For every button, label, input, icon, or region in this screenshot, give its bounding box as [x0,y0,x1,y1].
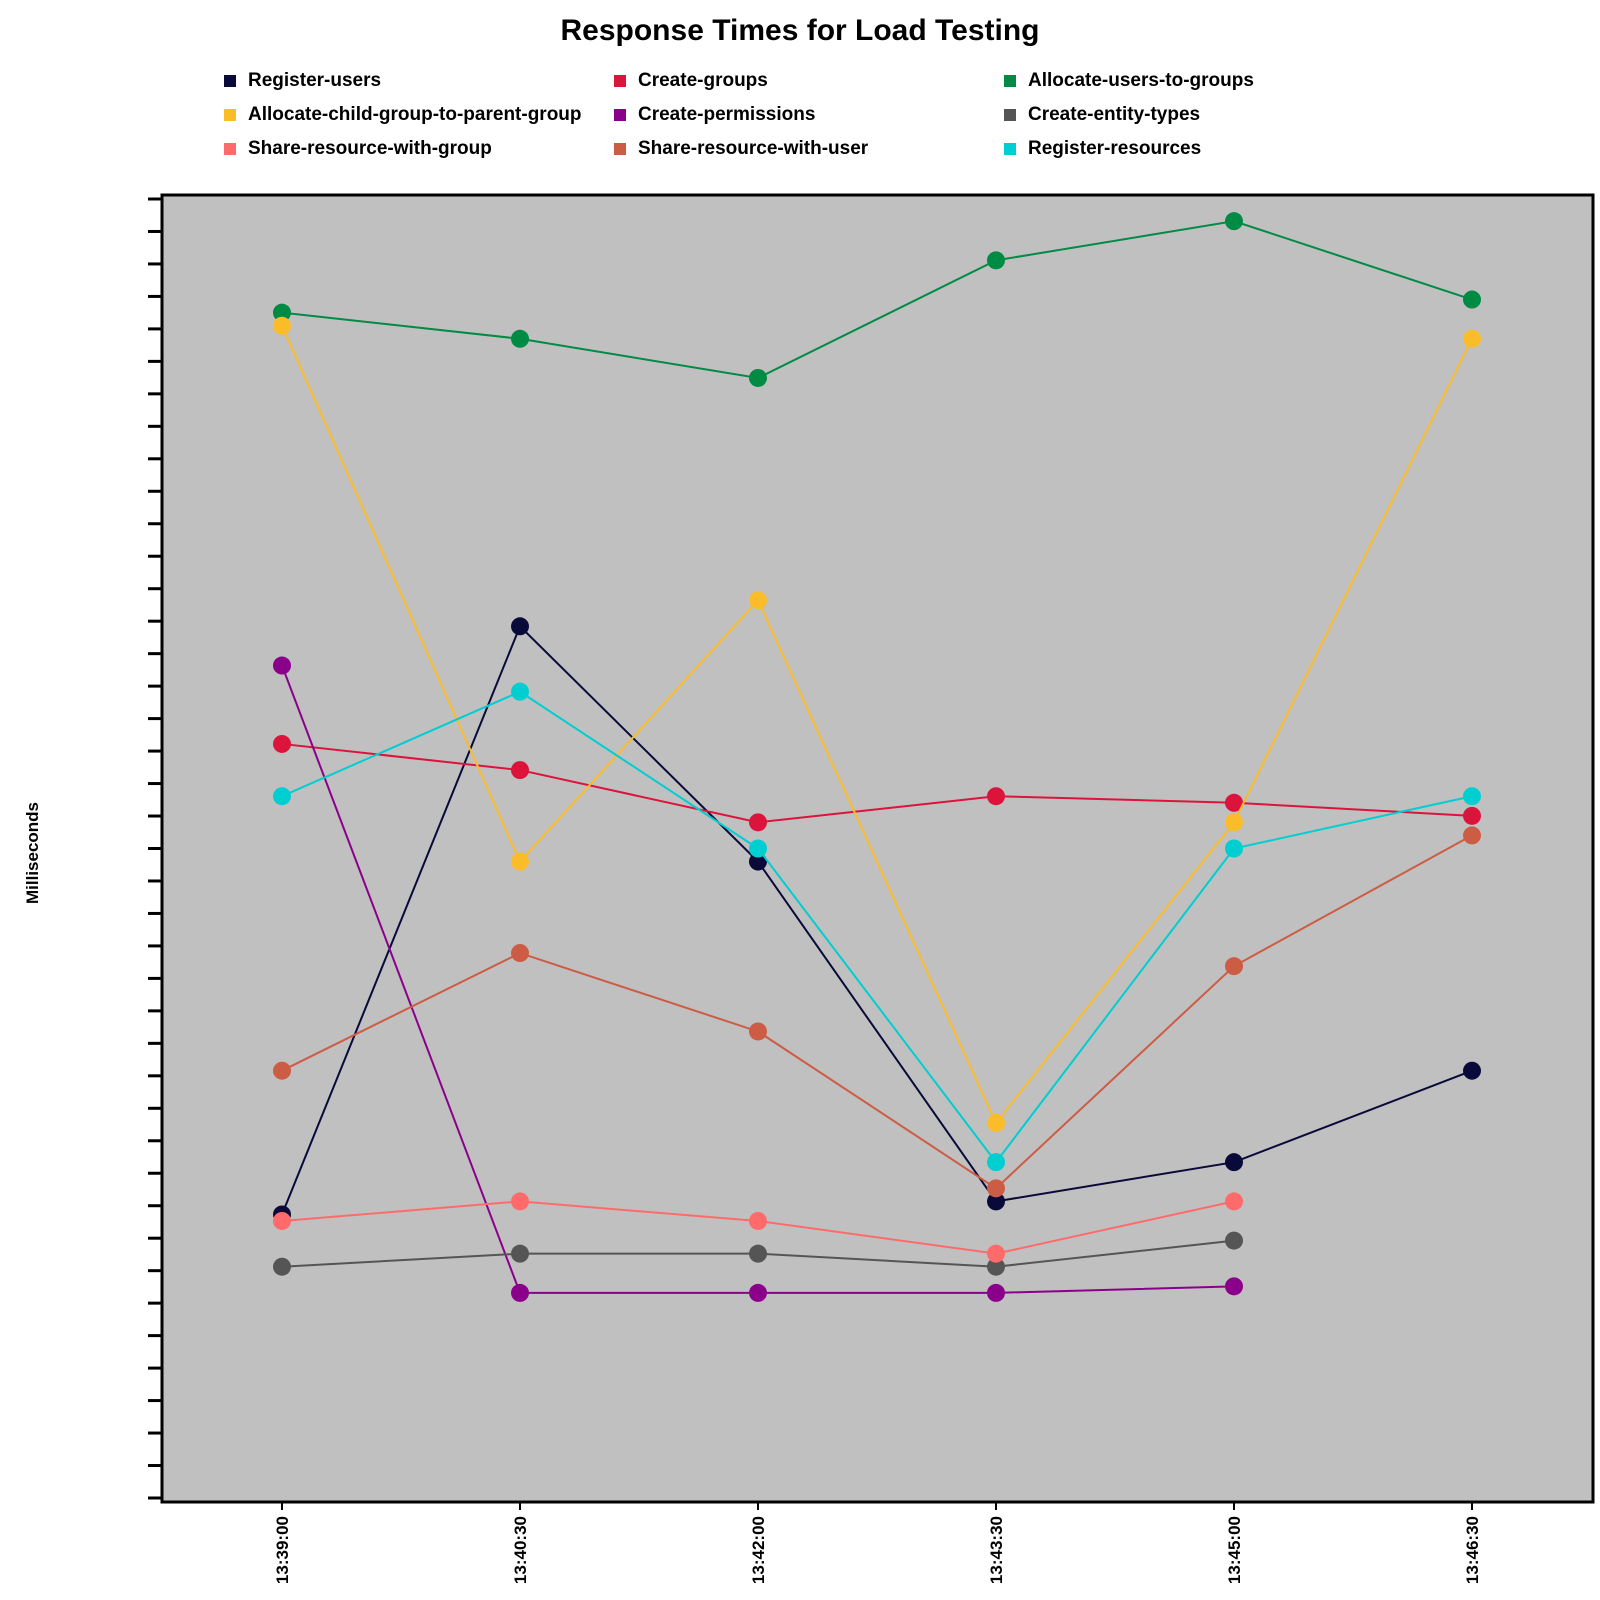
data-point [987,251,1005,270]
legend-swatch [224,109,236,121]
data-point [273,303,291,322]
data-point [987,1283,1005,1302]
data-point [749,839,767,858]
legend-swatch [224,75,236,87]
data-point [749,1244,767,1263]
data-point [987,1192,1005,1211]
data-point [987,787,1005,806]
legend-label: Create-entity-types [1028,104,1201,125]
data-point [273,734,291,753]
data-point [749,813,767,832]
legend-label: Allocate-users-to-groups [1028,70,1254,91]
legend-item: Create-groups [614,68,768,94]
legend-label: Share-resource-with-user [638,138,869,159]
data-point [511,1244,529,1263]
data-point [1225,212,1243,231]
legend-item: Share-resource-with-user [614,136,868,162]
data-point [1225,813,1243,832]
data-point [1463,787,1481,806]
legend-item: Create-permissions [614,102,815,128]
series-line [281,220,1473,380]
data-point [273,1211,291,1230]
data-point [1225,1153,1243,1172]
data-point [749,368,767,387]
data-point [1463,329,1481,348]
data-point [1225,957,1243,976]
legend-swatch [1004,75,1016,87]
data-point [749,591,767,610]
data-point [511,852,529,871]
plot-area [160,193,1595,1504]
data-point [511,761,529,780]
x-tick-label: 13:40:30 [511,1516,530,1584]
series-line [281,325,1473,1125]
legend-swatch [614,75,626,87]
legend-label: Register-resources [1028,138,1202,159]
legend-item: Allocate-users-to-groups [1004,68,1254,94]
series-line [281,742,1473,824]
x-tick-label: 13:43:30 [987,1516,1006,1584]
data-point [1463,826,1481,845]
series-line [281,624,1473,1215]
data-point [273,656,291,675]
legend-swatch [614,109,626,121]
legend-item: Register-users [224,68,381,94]
legend-item: Register-resources [1004,136,1201,162]
legend-label: Create-groups [638,70,768,91]
x-tick-label: 13:45:00 [1225,1516,1244,1584]
data-point [987,1113,1005,1132]
data-point [511,1192,529,1211]
data-point [511,944,529,963]
series-line [281,834,1473,1190]
legend-item: Create-entity-types [1004,102,1200,128]
data-point [1225,1277,1243,1296]
chart-title: Response Times for Load Testing [560,14,1040,47]
data-point [1463,290,1481,309]
series-line [281,690,1473,1164]
data-point [1225,793,1243,812]
legend-label: Create-permissions [638,104,816,125]
legend-label: Register-users [248,70,382,91]
data-point [273,316,291,335]
x-tick-label: 13:42:00 [749,1516,768,1584]
data-point [749,852,767,871]
legend-swatch [224,143,236,155]
legend-label: Allocate-child-group-to-parent-group [248,104,582,125]
data-point [273,1257,291,1276]
data-point [1225,839,1243,858]
data-point [511,682,529,701]
data-point [1225,1231,1243,1250]
data-point [1463,1061,1481,1080]
data-point [987,1179,1005,1198]
data-point [511,617,529,636]
data-point [273,1061,291,1080]
data-point [511,329,529,348]
x-tick-label: 13:39:00 [273,1516,292,1584]
legend-swatch [614,143,626,155]
data-point [1225,1192,1243,1211]
legend-item: Share-resource-with-group [224,136,492,162]
data-point [987,1244,1005,1263]
data-point [749,1283,767,1302]
data-point [511,1283,529,1302]
data-point [273,787,291,806]
data-point [987,1153,1005,1172]
legend-swatch [1004,109,1016,121]
x-tick-label: 13:46:30 [1463,1516,1482,1584]
legend-label: Share-resource-with-group [248,138,492,159]
data-point [749,1022,767,1041]
data-point [1463,806,1481,825]
legend-swatch [1004,143,1016,155]
legend-item: Allocate-child-group-to-parent-group [224,102,582,128]
data-point [987,1257,1005,1276]
data-point [749,1211,767,1230]
